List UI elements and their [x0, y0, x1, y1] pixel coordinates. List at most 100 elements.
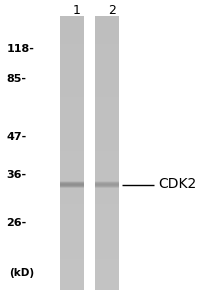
Bar	[60, 129, 84, 131]
Bar	[60, 185, 84, 186]
Bar	[95, 56, 119, 58]
Bar	[95, 171, 119, 173]
Bar	[95, 152, 119, 155]
Bar	[60, 209, 84, 211]
Bar	[95, 182, 119, 183]
Bar	[60, 134, 84, 136]
Bar	[60, 138, 84, 140]
Bar	[60, 50, 84, 53]
Bar	[60, 187, 84, 188]
Bar	[95, 181, 119, 182]
Bar	[60, 87, 84, 89]
Bar	[60, 36, 84, 38]
Bar	[95, 190, 119, 193]
Bar	[60, 271, 84, 273]
Bar	[60, 147, 84, 149]
Bar	[60, 187, 84, 189]
Bar	[60, 156, 84, 158]
Bar	[60, 285, 84, 288]
Bar	[95, 211, 119, 213]
Bar	[60, 47, 84, 49]
Bar	[95, 112, 119, 115]
Bar	[95, 186, 119, 187]
Bar	[95, 110, 119, 113]
Bar	[60, 52, 84, 55]
Bar	[60, 161, 84, 164]
Bar	[60, 109, 84, 111]
Bar	[60, 103, 84, 106]
Bar	[95, 65, 119, 68]
Bar	[60, 28, 84, 31]
Bar	[95, 91, 119, 93]
Bar	[95, 50, 119, 53]
Bar	[60, 262, 84, 264]
Bar	[95, 156, 119, 158]
Bar	[95, 130, 119, 133]
Text: 26-: 26-	[6, 218, 27, 229]
Bar	[60, 265, 84, 268]
Bar	[60, 196, 84, 199]
Bar	[60, 49, 84, 51]
Bar	[95, 165, 119, 168]
Bar	[95, 96, 119, 98]
Bar	[95, 160, 119, 162]
Bar	[95, 189, 119, 191]
Bar	[60, 61, 84, 64]
Bar	[60, 165, 84, 168]
Bar	[60, 186, 84, 187]
Bar	[60, 40, 84, 42]
Bar	[95, 234, 119, 237]
Bar	[60, 143, 84, 146]
Bar	[95, 245, 119, 248]
Bar	[95, 253, 119, 255]
Bar	[95, 185, 119, 188]
Bar	[95, 58, 119, 60]
Bar	[95, 272, 119, 275]
Bar	[95, 187, 119, 188]
Bar	[60, 167, 84, 170]
Bar	[95, 186, 119, 187]
Bar	[95, 183, 119, 184]
Bar	[60, 16, 84, 18]
Bar	[95, 120, 119, 122]
Bar	[60, 25, 84, 27]
Bar	[60, 189, 84, 191]
Bar	[95, 205, 119, 208]
Bar	[60, 231, 84, 233]
Bar	[60, 185, 84, 186]
Bar	[60, 249, 84, 251]
Bar	[95, 276, 119, 279]
Bar	[60, 256, 84, 259]
Bar	[60, 183, 84, 184]
Bar	[60, 272, 84, 275]
Bar	[60, 54, 84, 56]
Bar	[95, 145, 119, 148]
Bar	[95, 271, 119, 273]
Bar	[60, 181, 84, 182]
Bar	[95, 118, 119, 120]
Bar	[95, 282, 119, 284]
Bar	[60, 182, 84, 183]
Bar	[95, 258, 119, 260]
Bar	[60, 32, 84, 35]
Bar	[60, 254, 84, 257]
Bar	[95, 194, 119, 197]
Bar	[95, 163, 119, 166]
Bar	[60, 274, 84, 277]
Bar	[95, 69, 119, 71]
Bar	[95, 21, 119, 24]
Bar	[95, 74, 119, 76]
Bar	[60, 203, 84, 206]
Text: 47-: 47-	[6, 131, 27, 142]
Bar	[60, 85, 84, 88]
Bar	[95, 134, 119, 136]
Bar	[95, 72, 119, 75]
Bar	[95, 200, 119, 202]
Bar	[95, 224, 119, 226]
Bar	[60, 183, 84, 184]
Bar	[95, 63, 119, 66]
Bar	[95, 185, 119, 186]
Bar	[60, 182, 84, 183]
Bar	[60, 214, 84, 217]
Bar	[95, 192, 119, 195]
